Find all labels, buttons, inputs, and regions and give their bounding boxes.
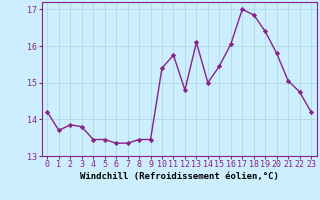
X-axis label: Windchill (Refroidissement éolien,°C): Windchill (Refroidissement éolien,°C) (80, 172, 279, 181)
